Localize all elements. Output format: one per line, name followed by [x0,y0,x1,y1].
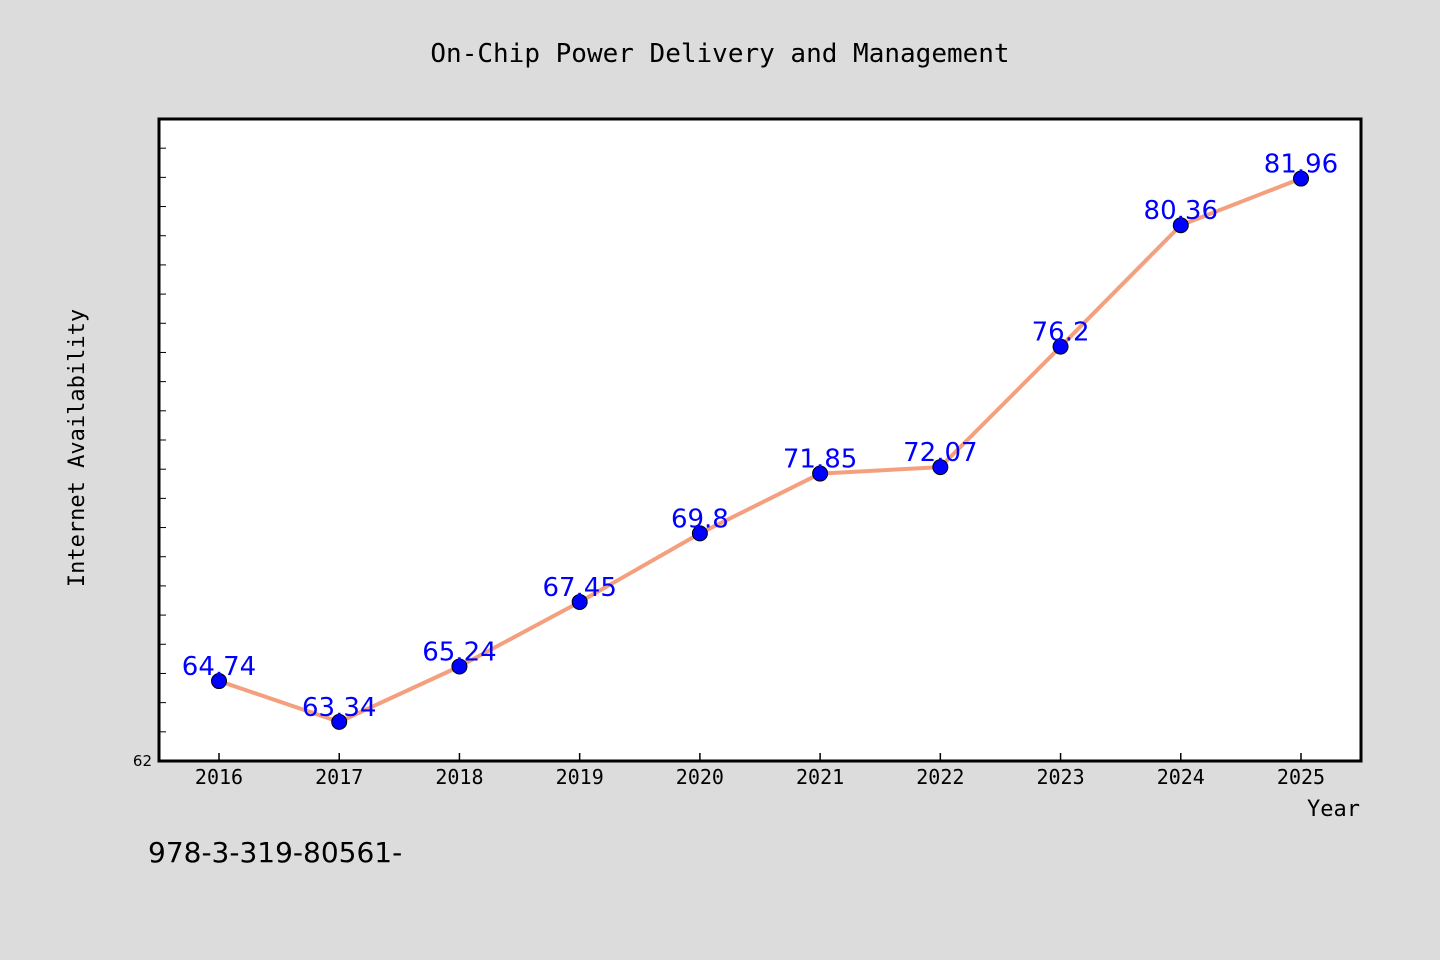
data-point-2025 [1293,170,1309,187]
data-point-2016 [211,673,227,690]
data-label-2023: 76.2 [1032,318,1090,348]
y-axis-title: Internet Availability [65,309,90,587]
x-tick-label-2020: 2020 [676,765,724,789]
data-label-2020: 69.8 [671,504,729,534]
data-point-2019 [571,593,588,610]
x-tick-label-2025: 2025 [1277,765,1325,789]
y-tick-label-62: 62 [133,752,152,770]
data-label-2018: 65.24 [422,637,496,667]
data-point-2022 [932,459,949,476]
plot-frame [157,117,1363,763]
data-point-2018 [451,658,468,675]
data-label-2021: 71.85 [783,445,857,475]
x-tick-label-2019: 2019 [556,765,604,789]
data-labels: 64.74 63.34 65.24 67.45 69.8 71.85 72.07 76.2 80… [182,150,1338,723]
x-tick-label-2022: 2022 [916,765,964,789]
data-point-2020 [691,525,708,542]
series-line [217,176,1303,724]
data-point-2024 [1172,217,1189,234]
data-label-2017: 63.34 [302,693,376,723]
data-label-2025: 81.96 [1264,150,1338,180]
data-point-2023 [1052,338,1069,355]
data-label-2022: 72.07 [903,438,977,468]
data-point-2017 [331,713,348,730]
data-label-2024: 80.36 [1144,196,1218,226]
data-points [211,170,1309,730]
series-line-group [217,176,1303,724]
x-tick-label-2024: 2024 [1157,765,1205,789]
data-label-2016: 64.74 [182,652,256,682]
x-tick-label-2017: 2017 [315,765,363,789]
data-label-2019: 67.45 [542,573,616,603]
footer-text: 978-3-319-80561- [148,836,402,869]
chart-title: On-Chip Power Delivery and Management [430,39,1009,69]
x-tick-label-2018: 2018 [435,765,483,789]
x-axis-title: Year [1307,797,1360,822]
plot-area [159,119,1361,761]
x-tick-label-2021: 2021 [796,765,844,789]
x-axis-ticks: 2016 2017 2018 2019 2020 2021 2022 2023 2024 2025 [195,753,1325,789]
x-tick-label-2023: 2023 [1036,765,1084,789]
x-tick-label-2016: 2016 [195,765,243,789]
data-point-2021 [812,465,829,482]
